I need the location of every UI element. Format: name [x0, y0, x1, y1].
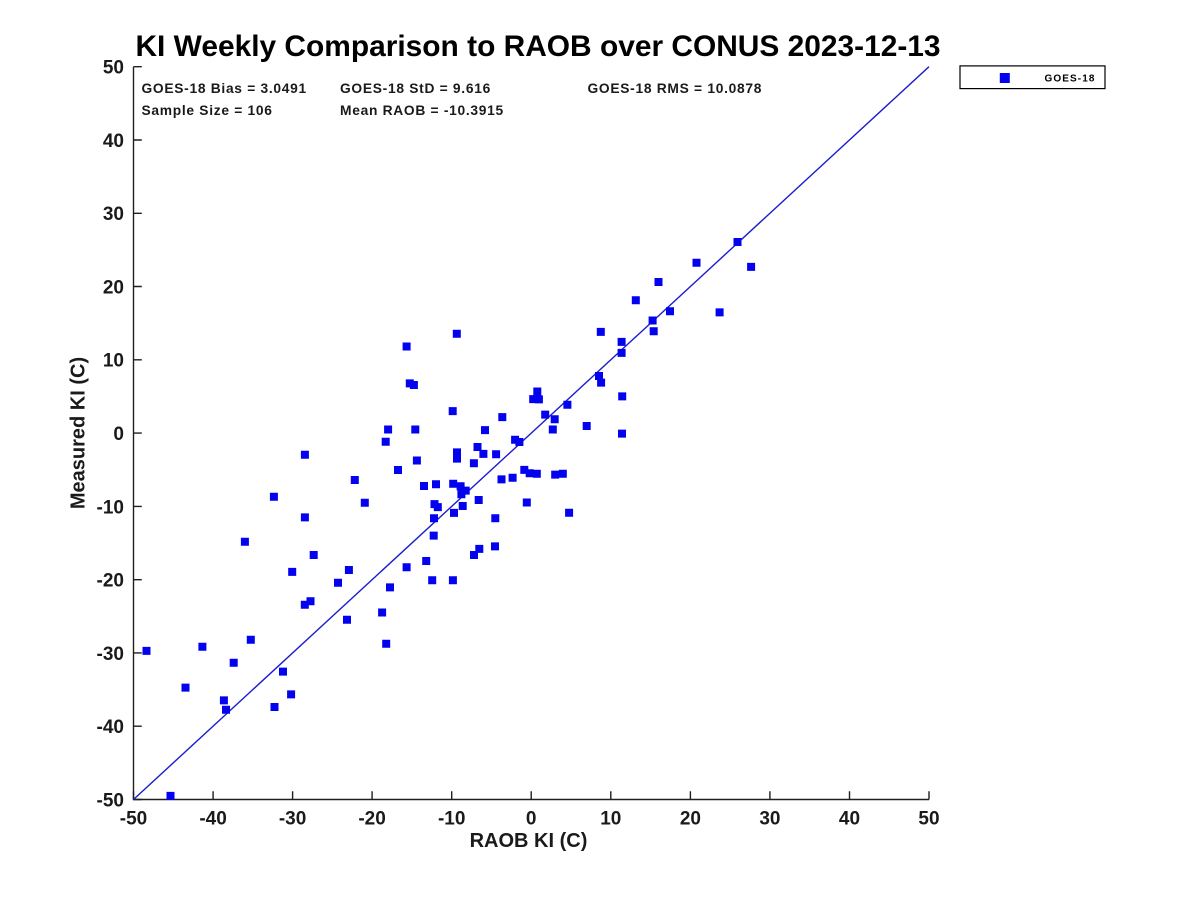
svg-text:20: 20	[680, 809, 701, 830]
svg-text:40: 40	[839, 809, 860, 830]
svg-text:10: 10	[103, 351, 124, 372]
svg-text:50: 50	[103, 58, 124, 79]
svg-text:0: 0	[526, 809, 537, 830]
svg-text:-40: -40	[199, 809, 226, 830]
svg-text:-10: -10	[438, 809, 465, 830]
svg-text:GOES-18 Bias = 3.0491: GOES-18 Bias = 3.0491	[142, 81, 307, 96]
svg-text:Sample Size = 106: Sample Size = 106	[142, 103, 273, 118]
svg-text:0: 0	[113, 424, 124, 445]
svg-text:Mean RAOB = -10.3915: Mean RAOB = -10.3915	[340, 103, 504, 118]
svg-text:RAOB KI (C): RAOB KI (C)	[470, 830, 588, 852]
svg-text:50: 50	[918, 809, 939, 830]
svg-text:30: 30	[759, 809, 780, 830]
svg-text:GOES-18 StD = 9.616: GOES-18 StD = 9.616	[340, 81, 491, 96]
svg-text:20: 20	[103, 277, 124, 298]
svg-text:40: 40	[103, 131, 124, 152]
svg-text:10: 10	[600, 809, 621, 830]
svg-text:-20: -20	[97, 571, 124, 592]
svg-text:-50: -50	[120, 809, 147, 830]
svg-text:GOES-18: GOES-18	[1044, 74, 1095, 85]
svg-text:KI Weekly Comparison to RAOB o: KI Weekly Comparison to RAOB over CONUS …	[135, 30, 940, 63]
svg-text:-20: -20	[358, 809, 385, 830]
svg-text:GOES-18 RMS = 10.0878: GOES-18 RMS = 10.0878	[588, 81, 763, 96]
svg-text:-10: -10	[97, 497, 124, 518]
svg-text:-40: -40	[97, 717, 124, 738]
svg-text:30: 30	[103, 204, 124, 225]
svg-text:-50: -50	[97, 790, 124, 811]
svg-text:Measured KI (C): Measured KI (C)	[68, 357, 90, 509]
svg-text:-30: -30	[97, 644, 124, 665]
svg-text:-30: -30	[279, 809, 306, 830]
